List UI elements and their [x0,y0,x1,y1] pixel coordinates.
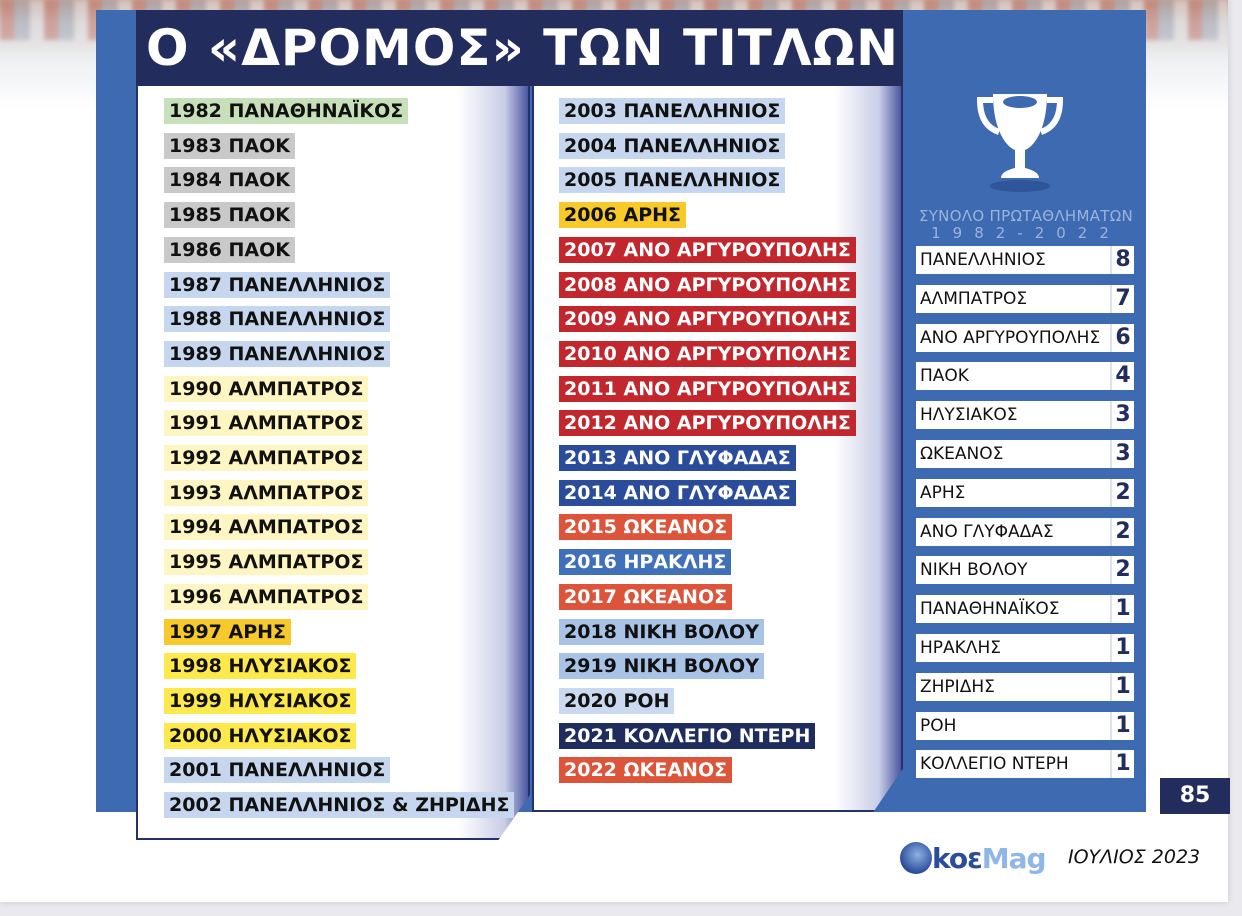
summary-years: 1982-2022 [931,224,1121,242]
champion-entry: 1983 ΠΑΟΚ [164,132,295,159]
champion-entry: 2006 ΑΡΗΣ [559,202,687,229]
logo-mark-icon [900,842,932,874]
champion-entry: 2015 ΩΚΕΑΝΟΣ [559,514,733,541]
champion-entry: 2003 ΠΑΝΕΛΛΗΝΙΟΣ [559,98,786,124]
champion-entry: 1985 ΠΑΟΚ [164,202,295,229]
champion-entry: 2011 ΑΝΟ ΑΡΓΥΡΟΥΠΟΛΗΣ [559,375,856,402]
champion-entry: 1994 ΑΛΜΠΑΤΡΟΣ [164,514,369,541]
summary-count: 4 [1112,362,1134,391]
summary-row: ΚΟΛΛΕΓΙΟ ΝΤΕΡΗ 1 [916,750,1134,779]
champion-entry: 1982 ΠΑΝΑΘΗΝΑΪΚΟΣ [164,98,409,124]
summary-count: 3 [1112,440,1134,468]
champion-entry: 1992 ΑΛΜΠΑΤΡΟΣ [164,445,369,471]
champion-entry: 2012 ΑΝΟ ΑΡΓΥΡΟΥΠΟΛΗΣ [559,410,856,437]
champion-entry: 2001 ΠΑΝΕΛΛΗΝΙΟΣ [164,757,391,784]
champion-entry: 2002 ΠΑΝΕΛΛΗΝΙΟΣ & ΖΗΡΙΔΗΣ [164,792,515,818]
champion-entry: 1995 ΑΛΜΠΑΤΡΟΣ [164,549,369,576]
champion-entry: 1993 ΑΛΜΠΑΤΡΟΣ [164,479,369,506]
summary-row: ΠΑΝΕΛΛΗΝΙΟΣ 8 [916,246,1134,274]
champion-entry: 1991 ΑΛΜΠΑΤΡΟΣ [164,410,369,437]
champion-entry: 1997 ΑΡΗΣ [164,618,292,645]
summary-row: ΝΙΚΗ ΒΟΛΟΥ 2 [916,556,1134,585]
summary-title: ΣΥΝΟΛΟ ΠΡΩΤΑΘΛΗΜΑΤΩΝ [918,207,1134,225]
summary-count: 1 [1112,595,1134,624]
summary-team: ΝΙΚΗ ΒΟΛΟΥ [916,556,1112,585]
summary-team: ΚΟΛΛΕΓΙΟ ΝΤΕΡΗ [916,750,1112,779]
summary-team: ΠΑΝΕΛΛΗΝΙΟΣ [916,246,1112,274]
summary-row: ΖΗΡΙΔΗΣ 1 [916,672,1134,701]
champion-entry: 2919 ΝΙΚΗ ΒΟΛΟΥ [559,653,764,680]
summary-count: 3 [1112,401,1134,430]
issue-date: ΙΟΥΛΙΟΣ 2023 [1068,846,1201,868]
summary-team: ΑΡΗΣ [916,478,1112,507]
summary-team: ΠΑΟΚ [916,362,1112,391]
champion-entry: 2017 ΩΚΕΑΝΟΣ [559,583,733,610]
summary-team: ΠΑΝΑΘΗΝΑΪΚΟΣ [916,595,1112,624]
magazine-page: Ο «ΔΡΟΜΟΣ» ΤΩΝ ΤΙΤΛΩΝ 1982 ΠΑΝΑΘΗΝΑΪΚΟΣ 1… [0,0,1228,902]
champion-entry: 2010 ΑΝΟ ΑΡΓΥΡΟΥΠΟΛΗΣ [559,340,856,367]
champion-entry: 2009 ΑΝΟ ΑΡΓΥΡΟΥΠΟΛΗΣ [559,306,856,333]
logo-text-mag: Mag [981,841,1047,875]
champion-entry: 1987 ΠΑΝΕΛΛΗΝΙΟΣ [164,271,391,298]
summary-team: ΩΚΕΑΝΟΣ [916,440,1112,468]
champion-entry: 2013 ΑΝΟ ΓΛΥΦΑΔΑΣ [559,445,796,471]
champion-entry: 2008 ΑΝΟ ΑΡΓΥΡΟΥΠΟΛΗΣ [559,271,856,298]
champion-entry: 1986 ΠΑΟΚ [164,236,295,263]
page-title: Ο «ΔΡΟΜΟΣ» ΤΩΝ ΤΙΤΛΩΝ [136,10,903,86]
summary-count: 1 [1112,672,1134,701]
champion-entry: 2022 ΩΚΕΑΝΟΣ [559,757,733,784]
summary-count: 1 [1112,634,1134,662]
summary-row: ΑΝΟ ΓΛΥΦΑΔΑΣ 2 [916,517,1134,546]
summary-count: 7 [1112,284,1134,313]
champion-entry: 1999 ΗΛΥΣΙΑΚΟΣ [164,687,357,714]
champion-entry: 2021 ΚΟΛΛΕΓΙΟ ΝΤΕΡΗ [559,722,816,749]
summary-count: 2 [1112,556,1134,585]
champion-entry: 1984 ΠΑΟΚ [164,167,295,194]
summary-row: ΡΟΗ 1 [916,711,1134,740]
summary-row: ΠΑΟΚ 4 [916,362,1134,391]
champion-entry: 2014 ΑΝΟ ΓΛΥΦΑΔΑΣ [559,479,796,506]
champion-entry: 1989 ΠΑΝΕΛΛΗΝΙΟΣ [164,340,391,367]
summary-team: ΡΟΗ [916,711,1112,740]
summary-row: ΩΚΕΑΝΟΣ 3 [916,440,1134,468]
summary-row: ΠΑΝΑΘΗΝΑΪΚΟΣ 1 [916,595,1134,624]
summary-count: 1 [1112,711,1134,740]
champion-entry: 1988 ΠΑΝΕΛΛΗΝΙΟΣ [164,306,391,333]
summary-team: ΗΡΑΚΛΗΣ [916,634,1112,662]
summary-team: ΑΝΟ ΑΡΓΥΡΟΥΠΟΛΗΣ [916,323,1112,352]
champion-entry: 2000 ΗΛΥΣΙΑΚΟΣ [164,722,357,749]
summary-count: 2 [1112,478,1134,507]
koemag-logo: koε Mag [900,840,1047,876]
trophy-icon [976,94,1064,192]
summary-count: 2 [1112,517,1134,546]
champion-entry: 2007 ΑΝΟ ΑΡΓΥΡΟΥΠΟΛΗΣ [559,236,856,263]
summary-row: ΑΡΗΣ 2 [916,478,1134,507]
champion-entry: 2018 ΝΙΚΗ ΒΟΛΟΥ [559,618,764,645]
summary-count: 1 [1112,750,1134,779]
summary-row: ΑΝΟ ΑΡΓΥΡΟΥΠΟΛΗΣ 6 [916,323,1134,352]
champion-entry: 2020 ΡΟΗ [559,687,675,714]
summary-count: 6 [1112,323,1134,352]
champion-entry: 2005 ΠΑΝΕΛΛΗΝΙΟΣ [559,167,786,194]
summary-team: ΑΝΟ ΓΛΥΦΑΔΑΣ [916,517,1112,546]
summary-team: ΗΛΥΣΙΑΚΟΣ [916,401,1112,430]
summary-row: ΑΛΜΠΑΤΡΟΣ 7 [916,284,1134,313]
summary-row: ΗΡΑΚΛΗΣ 1 [916,634,1134,662]
page-number: 85 [1160,778,1230,814]
champion-entry: 1990 ΑΛΜΠΑΤΡΟΣ [164,375,369,402]
champion-entry: 2004 ΠΑΝΕΛΛΗΝΙΟΣ [559,132,786,159]
summary-team: ΑΛΜΠΑΤΡΟΣ [916,284,1112,313]
summary-count: 8 [1112,246,1134,274]
summary-row: ΗΛΥΣΙΑΚΟΣ 3 [916,401,1134,430]
champion-entry: 2016 ΗΡΑΚΛΗΣ [559,549,732,576]
summary-team: ΖΗΡΙΔΗΣ [916,672,1112,701]
champion-entry: 1996 ΑΛΜΠΑΤΡΟΣ [164,583,369,610]
champion-entry: 1998 ΗΛΥΣΙΑΚΟΣ [164,653,357,680]
logo-text-koe: koε [932,841,983,875]
